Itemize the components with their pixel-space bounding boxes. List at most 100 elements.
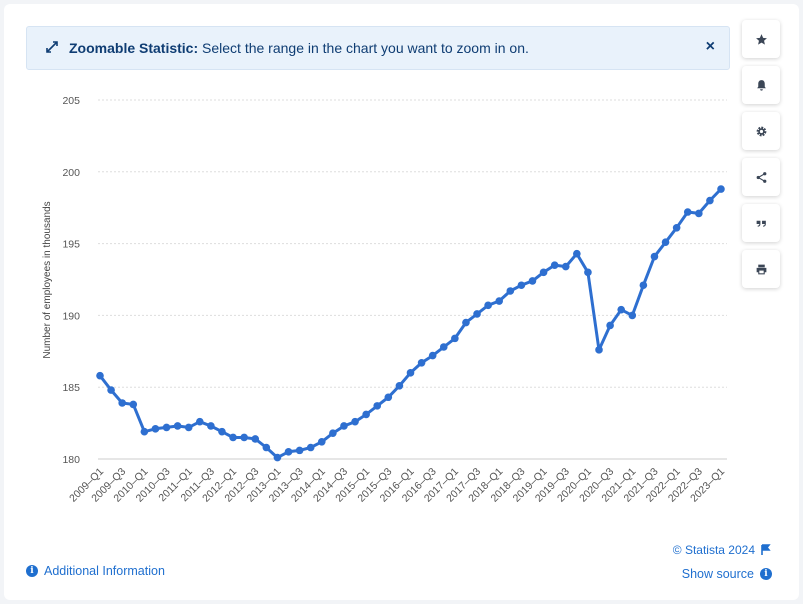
- data-point[interactable]: [96, 371, 104, 380]
- statista-copyright[interactable]: © Statista 2024: [673, 543, 772, 557]
- share-button[interactable]: [742, 158, 780, 196]
- data-point[interactable]: [118, 399, 126, 407]
- data-point[interactable]: [273, 453, 282, 462]
- y-tick-label: 205: [62, 95, 80, 107]
- data-point[interactable]: [550, 261, 559, 269]
- data-point[interactable]: [695, 209, 703, 218]
- y-axis-ticks: 180 185 190 195 200 205: [62, 95, 80, 466]
- series-line: [98, 187, 723, 460]
- data-point[interactable]: [473, 310, 481, 318]
- data-point[interactable]: [351, 417, 359, 426]
- data-point[interactable]: [639, 281, 648, 290]
- data-point[interactable]: [329, 429, 337, 437]
- data-point[interactable]: [650, 252, 659, 261]
- y-tick-label: 190: [62, 310, 80, 322]
- data-point[interactable]: [628, 311, 637, 320]
- additional-information-label: Additional Information: [44, 564, 165, 578]
- y-tick-label: 200: [62, 167, 80, 179]
- data-point[interactable]: [406, 369, 415, 377]
- print-icon: [756, 264, 766, 274]
- gear-icon: [756, 126, 766, 136]
- data-point[interactable]: [506, 287, 515, 295]
- data-point[interactable]: [207, 422, 215, 430]
- data-point[interactable]: [528, 277, 537, 285]
- data-point[interactable]: [484, 301, 492, 310]
- data-point[interactable]: [428, 351, 437, 360]
- additional-information-link[interactable]: i Additional Information: [26, 564, 165, 578]
- data-point[interactable]: [584, 268, 592, 277]
- data-point[interactable]: [184, 423, 193, 432]
- star-icon: [755, 33, 767, 45]
- close-banner-button[interactable]: ×: [705, 38, 715, 55]
- cite-button[interactable]: [742, 204, 780, 242]
- data-point[interactable]: [251, 435, 260, 443]
- toolbar: [742, 20, 780, 296]
- data-point[interactable]: [373, 402, 382, 410]
- data-point[interactable]: [384, 393, 393, 402]
- data-point[interactable]: [462, 318, 470, 327]
- data-point[interactable]: [573, 249, 581, 258]
- copyright-label: © Statista 2024: [672, 543, 755, 557]
- data-point[interactable]: [262, 443, 271, 452]
- show-source-link[interactable]: Show source i: [682, 567, 772, 581]
- y-axis-label: Number of employees in thousands: [42, 201, 53, 358]
- settings-button[interactable]: [742, 112, 780, 150]
- data-point[interactable]: [151, 425, 160, 433]
- data-point[interactable]: [539, 268, 548, 277]
- data-point[interactable]: [617, 305, 625, 314]
- data-point[interactable]: [140, 427, 149, 436]
- data-point[interactable]: [683, 208, 692, 216]
- show-source-label: Show source: [681, 567, 754, 581]
- data-point[interactable]: [661, 238, 670, 246]
- data-point[interactable]: [306, 443, 315, 452]
- data-point[interactable]: [717, 185, 725, 193]
- data-point[interactable]: [107, 386, 115, 394]
- data-point[interactable]: [162, 423, 171, 432]
- data-point[interactable]: [173, 422, 182, 430]
- data-point[interactable]: [229, 433, 237, 442]
- data-point[interactable]: [218, 427, 226, 436]
- data-point[interactable]: [196, 417, 204, 426]
- y-tick-label: 185: [62, 382, 80, 394]
- data-point[interactable]: [495, 297, 504, 305]
- bell-icon: [756, 79, 766, 91]
- share-icon: [756, 171, 766, 183]
- info-icon: i: [26, 565, 38, 577]
- data-point[interactable]: [517, 281, 526, 290]
- data-point[interactable]: [595, 346, 603, 354]
- data-point[interactable]: [129, 400, 138, 409]
- zoom-banner: Zoomable Statistic: Select the range in …: [26, 26, 730, 70]
- favorite-button[interactable]: [742, 20, 780, 58]
- info-icon: i: [760, 568, 772, 580]
- x-axis-ticks: 2009–Q12009–Q32010–Q12010–Q32011–Q12011–…: [67, 466, 727, 505]
- data-point[interactable]: [362, 410, 370, 419]
- banner-message: Select the range in the chart you want t…: [202, 40, 529, 56]
- notification-button[interactable]: [742, 66, 780, 104]
- data-point[interactable]: [295, 446, 304, 455]
- data-point[interactable]: [606, 321, 614, 330]
- gridlines: [98, 99, 727, 460]
- flag-icon: [761, 544, 771, 555]
- data-point[interactable]: [284, 448, 293, 456]
- banner-text: Zoomable Statistic: Select the range in …: [69, 40, 529, 56]
- data-point[interactable]: [340, 422, 348, 430]
- chart-card: [4, 4, 799, 600]
- data-point[interactable]: [706, 196, 714, 205]
- y-tick-label: 180: [62, 454, 80, 466]
- data-point[interactable]: [395, 381, 404, 390]
- data-point[interactable]: [417, 358, 426, 367]
- quote-icon: [756, 220, 766, 227]
- data-point[interactable]: [317, 437, 326, 446]
- print-button[interactable]: [742, 250, 780, 288]
- data-point[interactable]: [672, 224, 681, 232]
- data-point[interactable]: [561, 262, 570, 271]
- data-points: [96, 185, 725, 462]
- series-path: [98, 187, 723, 460]
- expand-icon: [45, 40, 59, 54]
- y-tick-label: 195: [62, 239, 80, 251]
- data-point[interactable]: [439, 343, 448, 351]
- data-point[interactable]: [240, 433, 248, 442]
- banner-title: Zoomable Statistic:: [69, 40, 199, 56]
- data-point[interactable]: [451, 334, 459, 343]
